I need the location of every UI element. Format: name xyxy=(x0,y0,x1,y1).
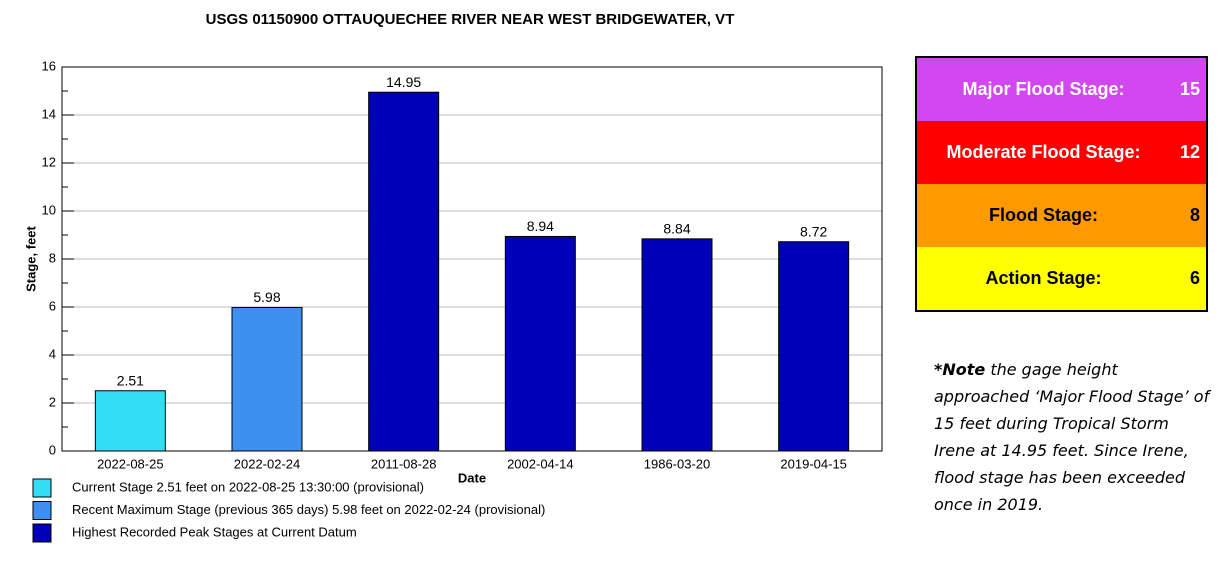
y-tick-label: 0 xyxy=(49,442,56,457)
y-tick-label: 6 xyxy=(49,298,56,313)
flood-stage-value: 8 xyxy=(1189,205,1200,225)
x-tick-label: 2011-08-28 xyxy=(371,456,437,471)
bar xyxy=(231,306,303,452)
flood-stage-value: 12 xyxy=(1179,142,1200,162)
value-label: 8.84 xyxy=(663,221,690,237)
x-tick-label: 2019-04-15 xyxy=(780,456,847,471)
bar xyxy=(641,238,713,452)
y-tick-label: 16 xyxy=(42,58,56,73)
x-axis-label: Date xyxy=(458,470,486,485)
flood-stage-row: Major Flood Stage: 15 xyxy=(917,58,1206,121)
flood-stage-label: Major Flood Stage: xyxy=(962,79,1125,99)
bar xyxy=(94,390,166,452)
value-label: 8.94 xyxy=(527,218,554,234)
bar xyxy=(778,241,850,452)
bar xyxy=(504,235,576,452)
value-label: 5.98 xyxy=(253,289,280,305)
value-label: 14.95 xyxy=(386,74,421,90)
x-tick-label: 2002-04-14 xyxy=(507,456,574,471)
y-axis-label: Stage, feet xyxy=(23,225,38,291)
x-tick-label: 2022-02-24 xyxy=(234,456,301,471)
legend-label: Highest Recorded Peak Stages at Current … xyxy=(72,524,357,539)
value-label: 8.72 xyxy=(800,223,827,239)
note-lead: *Note xyxy=(934,360,986,379)
legend-swatch xyxy=(32,501,52,520)
x-tick-label: 2022-08-25 xyxy=(97,456,164,471)
y-tick-label: 14 xyxy=(42,106,56,121)
note: *Note the gage height approached ‘Major … xyxy=(934,356,1214,518)
flood-stage-value: 15 xyxy=(1179,79,1200,99)
y-tick-label: 2 xyxy=(49,394,56,409)
legend-label: Current Stage 2.51 feet on 2022-08-25 13… xyxy=(72,479,424,494)
flood-stage-row: Moderate Flood Stage: 12 xyxy=(917,121,1206,184)
y-tick-label: 12 xyxy=(42,154,56,169)
y-tick-label: 8 xyxy=(49,250,56,265)
legend-label: Recent Maximum Stage (previous 365 days)… xyxy=(72,502,545,517)
flood-stage-row: Flood Stage: 8 xyxy=(917,184,1206,247)
plot-frame xyxy=(61,66,883,452)
flood-stage-label: Flood Stage: xyxy=(989,205,1098,225)
flood-stage-label: Moderate Flood Stage: xyxy=(946,142,1141,162)
y-tick-label: 4 xyxy=(49,346,56,361)
flood-stage-value: 6 xyxy=(1189,268,1200,288)
x-tick-label: 1986-03-20 xyxy=(644,456,711,471)
value-label: 2.51 xyxy=(117,372,144,388)
flood-stage-label: Action Stage: xyxy=(985,268,1102,288)
flood-stage-row: Action Stage: 6 xyxy=(917,247,1206,310)
legend-swatch xyxy=(32,523,52,543)
chart-title: USGS 01150900 OTTAUQUECHEE RIVER NEAR WE… xyxy=(206,11,735,28)
note-text: the gage height approached ‘Major Flood … xyxy=(934,360,1210,514)
chart: USGS 01150900 OTTAUQUECHEE RIVER NEAR WE… xyxy=(23,11,883,543)
legend-swatch xyxy=(32,478,52,498)
bar xyxy=(368,91,440,452)
flood-stage-panel: Major Flood Stage: 15 Moderate Flood Stage… xyxy=(915,56,1208,312)
y-tick-label: 10 xyxy=(42,202,56,217)
